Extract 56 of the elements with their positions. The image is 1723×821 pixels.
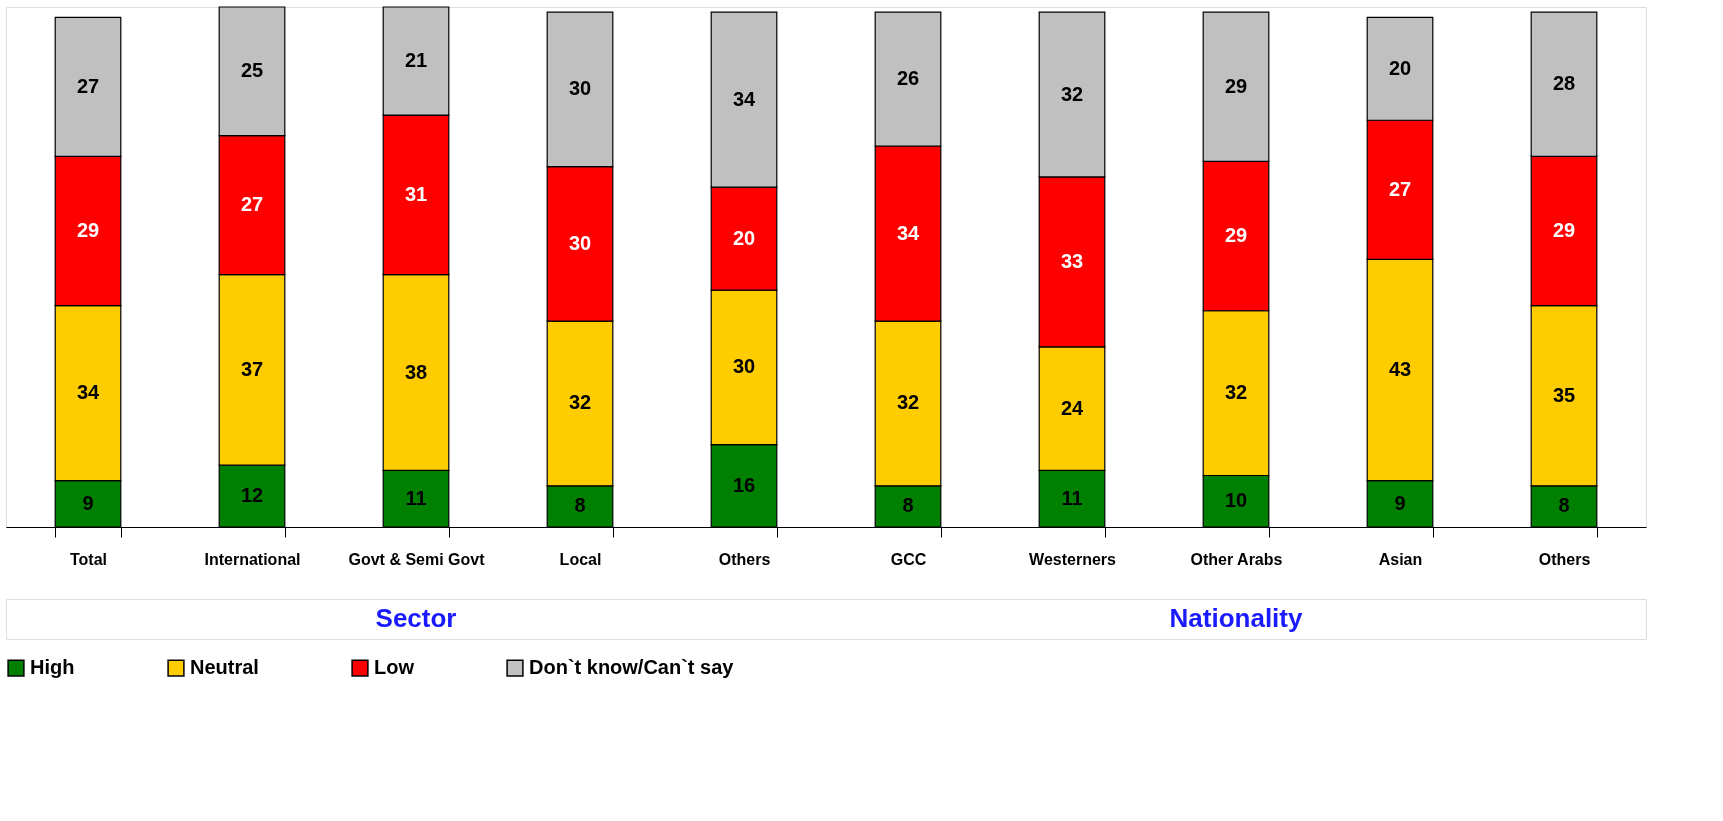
data-label: 11 [1061, 486, 1083, 509]
data-label: 43 [1388, 357, 1412, 380]
data-label: 29 [1224, 224, 1248, 247]
data-label: 34 [732, 87, 756, 110]
data-label: 9 [82, 491, 94, 514]
data-label: 28 [1552, 72, 1576, 95]
data-label: 31 [404, 182, 428, 205]
text: Nationality [1169, 603, 1303, 633]
data-label: 21 [404, 49, 428, 72]
data-label: 27 [240, 193, 264, 216]
data-label: 29 [76, 218, 100, 241]
data-label: 32 [1060, 82, 1084, 105]
data-label: 37 [240, 357, 264, 380]
legend-label: High [30, 656, 75, 679]
data-label: 29 [1224, 74, 1248, 97]
legend-label: Neutral [190, 656, 259, 679]
data-label: 27 [76, 74, 100, 97]
data-label: 27 [1388, 177, 1412, 200]
data-label: 34 [896, 221, 920, 244]
data-label: 20 [1388, 56, 1412, 79]
data-label: 34 [76, 381, 100, 404]
data-label: 8 [574, 494, 586, 517]
data-label: 30 [732, 355, 756, 378]
data-label: 35 [1552, 383, 1576, 406]
data-label: 38 [404, 360, 428, 383]
x-tick-label: International [204, 550, 301, 568]
legend-label: Don`t know/Can`t say [529, 656, 735, 679]
x-tick-label: Asian [1378, 550, 1423, 568]
data-label: 16 [732, 473, 756, 496]
x-tick-label: Total [69, 550, 108, 568]
x-tick-label: Others [1538, 550, 1591, 568]
x-tick-label: Local [559, 550, 602, 568]
data-label: 10 [1224, 489, 1248, 512]
x-tick-label: Other Arabs [1190, 550, 1283, 568]
data-label: 24 [1060, 396, 1084, 419]
data-label: 33 [1060, 249, 1084, 272]
data-label: 8 [902, 494, 914, 517]
x-tick-label: Govt & Semi Govt [348, 550, 486, 568]
data-label: 26 [896, 67, 920, 90]
x-tick-label: GCC [890, 550, 927, 568]
data-label: 32 [568, 391, 592, 414]
data-label: 29 [1552, 218, 1576, 241]
data-label: 9 [1394, 491, 1406, 514]
data-label: 8 [1558, 494, 1570, 517]
data-label: 32 [896, 391, 920, 414]
data-label: 32 [1224, 381, 1248, 404]
data-label: 12 [240, 484, 264, 507]
x-tick-label: Westerners [1029, 550, 1117, 568]
data-label: 11 [405, 486, 427, 509]
data-label: 30 [568, 231, 592, 254]
legend-label: Low [374, 656, 415, 679]
data-label: 30 [568, 77, 592, 100]
data-label: 25 [240, 59, 264, 82]
data-label: 20 [732, 226, 756, 249]
text: Sector [375, 603, 457, 633]
x-tick-label: Others [718, 550, 771, 568]
